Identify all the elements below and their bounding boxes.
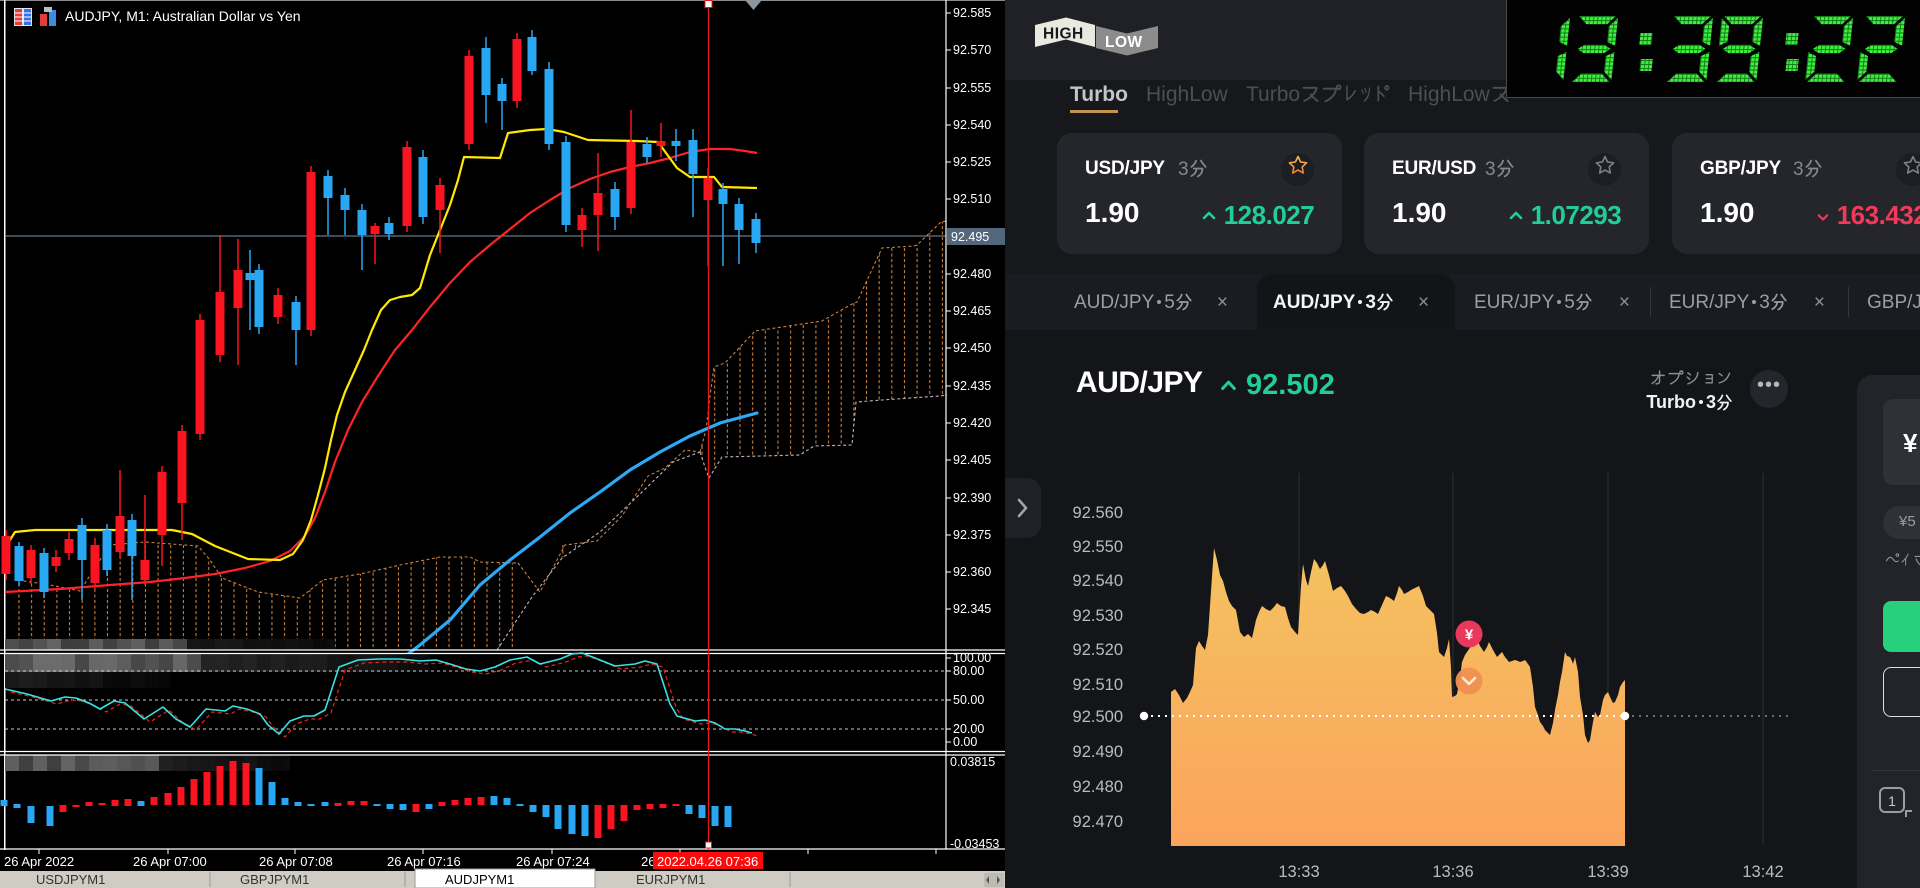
svg-text:92.345: 92.345: [953, 602, 991, 616]
svg-text:92.530: 92.530: [1073, 607, 1123, 625]
svg-text:GBPJPYM1: GBPJPYM1: [240, 872, 309, 887]
svg-text:13:42: 13:42: [1742, 863, 1783, 881]
svg-text:92.405: 92.405: [953, 453, 991, 467]
svg-text:EURJPYM1: EURJPYM1: [636, 872, 705, 887]
svg-text:26 Apr 07:08: 26 Apr 07:08: [259, 854, 333, 869]
svg-text:2022.04.26 07:36: 2022.04.26 07:36: [657, 854, 758, 869]
svg-text:92.375: 92.375: [953, 528, 991, 542]
svg-text:92.500: 92.500: [1073, 708, 1123, 726]
svg-text:AUDJPYM1: AUDJPYM1: [445, 872, 514, 887]
svg-text:92.390: 92.390: [953, 491, 991, 505]
svg-text:92.435: 92.435: [953, 379, 991, 393]
svg-text:92.510: 92.510: [953, 192, 991, 206]
svg-text:92.495: 92.495: [951, 230, 989, 244]
svg-text:HIGH: HIGH: [1043, 26, 1084, 43]
svg-text:26 Apr 2022: 26 Apr 2022: [4, 854, 74, 869]
svg-text:26 Apr 07:00: 26 Apr 07:00: [133, 854, 207, 869]
svg-text:92.470: 92.470: [1073, 813, 1123, 831]
svg-text:0.00: 0.00: [953, 735, 977, 749]
svg-text:USDJPYM1: USDJPYM1: [36, 872, 105, 887]
svg-text:92.510: 92.510: [1073, 676, 1123, 694]
svg-text:26 Apr 07:24: 26 Apr 07:24: [516, 854, 590, 869]
svg-text:92.550: 92.550: [1073, 538, 1123, 556]
svg-text:20.00: 20.00: [953, 722, 984, 736]
svg-text:92.585: 92.585: [953, 6, 991, 20]
svg-text:92.570: 92.570: [953, 43, 991, 57]
svg-text:92.520: 92.520: [1073, 641, 1123, 659]
svg-text:92.540: 92.540: [953, 118, 991, 132]
svg-text:50.00: 50.00: [953, 693, 984, 707]
svg-text:13:36: 13:36: [1432, 863, 1473, 881]
svg-text:0.03815: 0.03815: [950, 755, 995, 769]
svg-text:92.450: 92.450: [953, 341, 991, 355]
svg-text:92.465: 92.465: [953, 304, 991, 318]
svg-text:92.540: 92.540: [1073, 572, 1123, 590]
svg-text:13:39: 13:39: [1587, 863, 1628, 881]
svg-text:¥: ¥: [1465, 627, 1474, 644]
svg-text:92.360: 92.360: [953, 565, 991, 579]
svg-text:LOW: LOW: [1105, 34, 1143, 51]
svg-text:92.480: 92.480: [1073, 778, 1123, 796]
svg-text:26: 26: [641, 854, 655, 869]
svg-text:-0.03453: -0.03453: [950, 837, 999, 851]
svg-text:92.555: 92.555: [953, 81, 991, 95]
svg-text:100.00: 100.00: [953, 651, 991, 665]
svg-text:92.560: 92.560: [1073, 504, 1123, 522]
svg-text:92.490: 92.490: [1073, 743, 1123, 761]
svg-text:26 Apr 07:16: 26 Apr 07:16: [387, 854, 461, 869]
svg-text:92.525: 92.525: [953, 155, 991, 169]
svg-text:AUDJPY, M1: Australian Dollar: AUDJPY, M1: Australian Dollar vs Yen: [65, 8, 301, 24]
svg-text:80.00: 80.00: [953, 664, 984, 678]
svg-text:92.420: 92.420: [953, 416, 991, 430]
svg-text:92.480: 92.480: [953, 267, 991, 281]
svg-text:13:33: 13:33: [1278, 863, 1319, 881]
